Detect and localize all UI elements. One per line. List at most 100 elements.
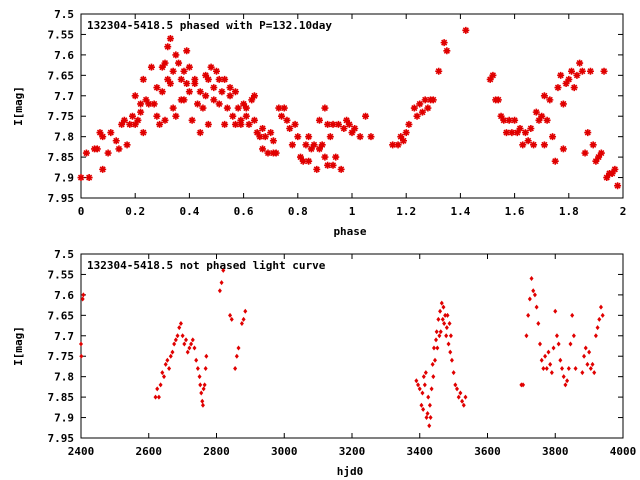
data-point: [414, 378, 419, 384]
data-point: [183, 47, 191, 55]
data-point: [239, 321, 244, 327]
data-point: [324, 161, 332, 169]
data-point: [582, 353, 587, 359]
data-point: [429, 386, 434, 392]
data-point: [191, 75, 199, 83]
data-point: [315, 116, 323, 124]
data-point: [541, 365, 546, 371]
data-point: [543, 353, 548, 359]
data-point: [177, 75, 185, 83]
phased-x-axis-label: phase: [333, 225, 366, 238]
x-tick-label: 0.2: [125, 205, 145, 218]
data-point: [565, 378, 570, 384]
data-point: [513, 129, 521, 137]
data-point: [548, 361, 553, 367]
data-point: [419, 402, 424, 408]
data-point: [566, 365, 571, 371]
data-point: [595, 325, 600, 331]
data-point: [202, 92, 210, 100]
data-point: [165, 357, 170, 363]
data-point: [221, 75, 229, 83]
data-point: [79, 353, 84, 359]
data-point: [242, 112, 250, 120]
data-point: [188, 116, 196, 124]
x-tick-label: 3200: [339, 445, 366, 458]
data-point: [299, 157, 307, 165]
data-point: [153, 112, 161, 120]
data-point: [245, 120, 253, 128]
data-point: [172, 341, 177, 347]
x-tick-label: 2800: [203, 445, 230, 458]
data-point: [435, 67, 443, 75]
data-point: [340, 124, 348, 132]
y-tick-label: 7.55: [48, 268, 75, 281]
data-point: [570, 84, 578, 92]
data-point: [139, 129, 147, 137]
y-tick-label: 7.55: [48, 28, 75, 41]
data-point: [614, 182, 622, 190]
data-point: [543, 116, 551, 124]
data-point: [434, 337, 439, 343]
data-point: [445, 312, 450, 318]
data-point: [310, 141, 318, 149]
data-point: [428, 415, 433, 421]
data-point: [590, 361, 595, 367]
data-point: [502, 129, 510, 137]
data-point: [420, 390, 425, 396]
data-point: [586, 67, 594, 75]
data-point: [215, 75, 223, 83]
data-point: [169, 67, 177, 75]
data-point: [532, 108, 540, 116]
data-point: [451, 370, 456, 376]
data-point: [167, 365, 172, 371]
data-point: [177, 325, 182, 331]
data-point: [226, 92, 234, 100]
data-point: [229, 112, 237, 120]
data-point: [202, 71, 210, 79]
data-point: [180, 96, 188, 104]
data-point: [93, 145, 101, 153]
data-point: [456, 394, 461, 400]
data-point: [80, 296, 85, 302]
data-point: [226, 84, 234, 92]
data-point: [362, 112, 370, 120]
data-point: [568, 341, 573, 347]
data-point: [170, 349, 175, 355]
data-point: [272, 149, 280, 157]
data-point: [250, 116, 258, 124]
data-point: [529, 276, 534, 282]
data-point: [367, 133, 375, 141]
data-point: [397, 133, 405, 141]
data-point: [511, 116, 519, 124]
x-tick-label: 1: [349, 205, 356, 218]
data-point: [544, 365, 549, 371]
data-point: [584, 129, 592, 137]
data-point: [305, 157, 313, 165]
y-tick-label: 7.9: [54, 412, 74, 425]
data-point: [559, 145, 567, 153]
data-point: [153, 394, 158, 400]
data-point: [568, 67, 576, 75]
data-point: [556, 341, 561, 347]
data-point: [356, 133, 364, 141]
data-point: [259, 124, 267, 132]
y-tick-label: 7.6: [54, 49, 74, 62]
data-point: [573, 365, 578, 371]
data-point: [183, 80, 191, 88]
data-point: [531, 288, 536, 294]
data-point: [153, 84, 161, 92]
y-tick-label: 7.65: [48, 309, 75, 322]
y-tick-label: 7.7: [54, 90, 74, 103]
data-point: [527, 296, 532, 302]
data-point: [158, 63, 166, 71]
data-point: [139, 75, 147, 83]
data-point: [158, 88, 166, 96]
phased-light-curve-panel: 0 0.2 0.4 0.6 0.8 1 1.2 1.4 1.6 1.8 2 7.5 7.55 7.6 7.6…: [12, 8, 626, 238]
data-point: [99, 133, 107, 141]
data-point: [593, 333, 598, 339]
data-point: [429, 96, 437, 104]
data-point: [191, 80, 199, 88]
data-point: [155, 386, 160, 392]
data-point: [571, 333, 576, 339]
data-point: [194, 357, 199, 363]
